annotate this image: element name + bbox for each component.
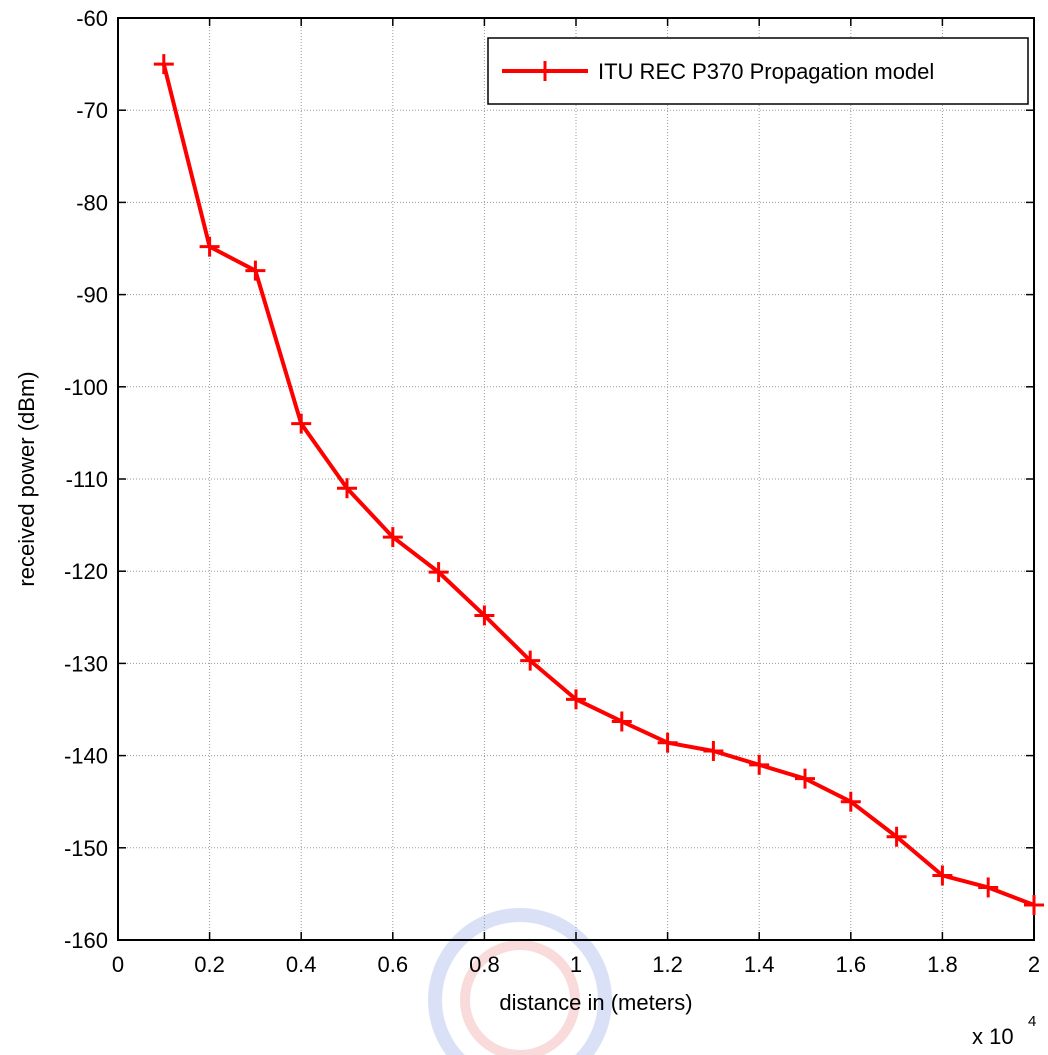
data-point-marker [703,740,724,761]
x-tick-label: 0 [112,952,124,977]
data-point-marker [749,754,770,775]
data-point-marker [199,236,220,257]
x-tick-label: 2 [1028,952,1040,977]
axis-ticks [117,17,1035,941]
y-tick-label: -120 [64,559,108,584]
data-point-marker [840,791,861,812]
data-point-marker [1024,894,1044,915]
data-point-marker [657,732,678,753]
y-tick-label: -130 [64,651,108,676]
series-layer [153,54,1044,915]
y-tick-label: -70 [76,98,108,123]
data-point-marker [337,478,357,499]
y-tick-label: -100 [64,375,108,400]
y-tick-label: -140 [64,744,108,769]
x-tick-label: 0.4 [286,952,317,977]
legend: ITU REC P370 Propagation model [487,37,1029,105]
y-tick-label: -60 [76,6,108,31]
x-tick-label: 1.6 [836,952,867,977]
data-point-marker [978,877,999,898]
x-tick-label: 1 [570,952,582,977]
y-axis-tick-labels: -60 -70 -80 -90 -100 -110 -120 -130 -140 -150 -160 [64,6,108,953]
x-tick-label: 1.8 [927,952,958,977]
data-point-marker [795,768,815,789]
x-tick-label: 0.2 [194,952,225,977]
x-tick-label: 0.8 [469,952,500,977]
grid-lines [118,18,1034,940]
y-tick-label: -150 [64,836,108,861]
x-axis-multiplier-base: x 10 [972,1024,1014,1049]
legend-entry-label: ITU REC P370 Propagation model [598,59,934,84]
legend-marker-plus [535,61,555,81]
data-point-marker [474,605,495,626]
data-point-marker [611,711,632,732]
data-point-marker [428,562,449,583]
data-point-marker [245,260,266,281]
data-point-marker [520,650,541,671]
data-point-marker [932,865,953,886]
data-point-marker [886,826,907,847]
data-point-marker [291,413,312,434]
series-line [161,63,1035,907]
x-tick-label: 0.6 [378,952,409,977]
x-axis-label: distance in (meters) [499,990,692,1015]
y-tick-label: -110 [66,467,108,492]
data-point-marker [566,689,586,710]
x-axis-multiplier-exponent: 4 [1028,1013,1036,1030]
x-tick-label: 1.4 [744,952,775,977]
x-axis-tick-labels: 0 0.2 0.4 0.6 0.8 1 1.2 1.4 1.6 1.8 2 [112,952,1040,977]
y-axis-label: received power (dBm) [14,371,39,586]
watermark-seal [428,908,612,1055]
y-tick-label: -80 [76,190,108,215]
x-tick-label: 1.2 [652,952,683,977]
x-axis-multiplier: x 10 [972,1024,1014,1049]
y-tick-label: -90 [76,283,108,308]
data-point-marker [382,527,403,548]
data-point-marker [153,54,174,75]
y-tick-label: -160 [64,928,108,953]
